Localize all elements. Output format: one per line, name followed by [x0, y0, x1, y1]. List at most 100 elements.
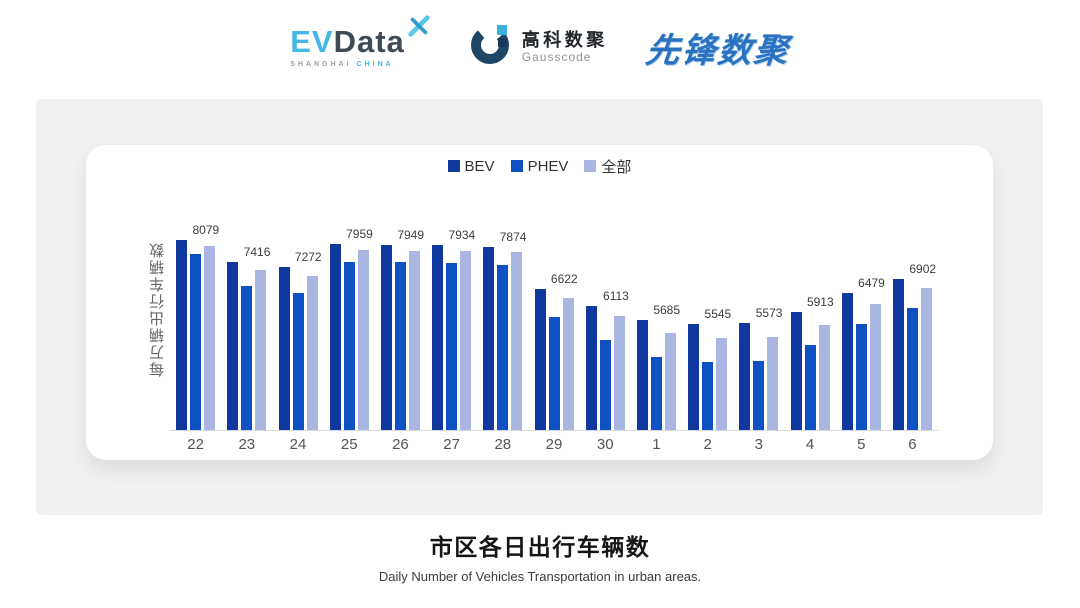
- bar-value-label: 8079: [192, 223, 220, 237]
- bar-bev: [841, 293, 853, 430]
- bar-group: 7959: [324, 187, 375, 430]
- x-tick-label: 4: [805, 435, 815, 453]
- bar-group: 7949: [375, 187, 426, 430]
- bar-value-label: 6479: [858, 276, 885, 290]
- evdata-data-text: Data: [333, 24, 405, 59]
- chart-card: BEV PHEV 全部 每万辆出行车辆数 8079 7416 7272 7959 7949 7…: [86, 145, 993, 460]
- bar-phev: [343, 262, 355, 430]
- bar-phev: [548, 317, 560, 430]
- bar-全部: [511, 252, 523, 430]
- bar-phev: [650, 357, 662, 430]
- bar-phev: [497, 265, 509, 430]
- x-tick-label: 5: [857, 435, 866, 453]
- chart-panel: BEV PHEV 全部 每万辆出行车辆数 8079 7416 7272 7959 7949 7…: [36, 99, 1043, 515]
- chart-subtitle: Daily Number of Vehicles Transportation …: [378, 569, 702, 584]
- bar-bev: [227, 262, 239, 430]
- bar-group: 5913: [784, 187, 835, 430]
- y-axis-label: 每万辆出行车辆数: [149, 241, 166, 377]
- bar-全部: [255, 270, 267, 430]
- bar-value-label: 5573: [755, 306, 783, 320]
- x-tick-label: 27: [443, 435, 460, 453]
- evdata-subtext-left: SHANGHAI: [290, 61, 352, 68]
- bar-group: 6479: [836, 187, 887, 430]
- x-axis-labels: 22 23 24 25 26 27 28 29 30 1 2 3 4 5 6: [170, 431, 938, 457]
- bar-bev: [892, 279, 904, 430]
- bar-全部: [306, 276, 318, 430]
- x-tick-label: 6: [908, 435, 917, 453]
- x-tick-label: 2: [703, 435, 712, 453]
- bar-group: 7874: [477, 187, 528, 430]
- bar-phev: [241, 286, 253, 430]
- bar-group: 6902: [887, 187, 938, 430]
- header: EV Data SHANGHAI CHINA 高科数聚 Gausscode: [0, 12, 1080, 82]
- x-tick-label: 1: [652, 435, 661, 453]
- bar-bev: [739, 323, 751, 430]
- bar-bev: [483, 247, 495, 430]
- bar-全部: [716, 338, 728, 430]
- gausscode-name-en: Gausscode: [521, 50, 592, 65]
- gausscode-logo: 高科数聚 Gausscode: [467, 22, 608, 73]
- evdata-x-icon: [407, 12, 431, 43]
- legend-item-全部[interactable]: 全部: [584, 156, 631, 177]
- evdata-wordmark: EV Data: [290, 15, 430, 59]
- bar-bev: [585, 306, 597, 430]
- bar-phev: [292, 293, 304, 430]
- x-tick-label: 28: [494, 435, 512, 453]
- bar-全部: [818, 325, 830, 430]
- bar-bev: [432, 245, 444, 430]
- bar-bev: [176, 240, 188, 430]
- bar-group: 6622: [528, 187, 579, 430]
- bar-全部: [408, 251, 420, 430]
- x-tick-label: 25: [340, 435, 358, 453]
- bar-phev: [446, 263, 458, 430]
- bar-group: 5545: [682, 187, 733, 430]
- legend-item-phev[interactable]: PHEV: [510, 158, 568, 175]
- gausscode-text: 高科数聚 Gausscode: [522, 30, 608, 65]
- x-tick-label: 23: [238, 435, 256, 453]
- bar-全部: [613, 316, 625, 430]
- bar-value-label: 7949: [397, 228, 425, 242]
- plot-area: 8079 7416 7272 7959 7949 7934 7874 6622 6113 5685…: [170, 187, 938, 431]
- bar-value-label: 5685: [653, 303, 681, 317]
- bar-全部: [460, 251, 472, 430]
- bar-group: 5685: [631, 187, 682, 430]
- xianfeng-logo: 先锋数聚: [643, 31, 792, 70]
- bar-全部: [357, 250, 369, 430]
- bar-phev: [906, 308, 918, 430]
- bar-phev: [702, 362, 714, 430]
- bar-全部: [664, 333, 676, 430]
- bar-value-label: 7416: [243, 245, 271, 259]
- bar-bev: [278, 267, 290, 430]
- bar-bev: [380, 245, 392, 430]
- x-tick-label: 3: [754, 435, 763, 453]
- x-tick-label: 26: [392, 435, 409, 453]
- bar-phev: [599, 340, 611, 430]
- gausscode-g-icon: [467, 22, 513, 73]
- bar-全部: [562, 298, 574, 430]
- bar-value-label: 6902: [909, 262, 937, 276]
- legend-swatch: [447, 160, 460, 172]
- bar-value-label: 6622: [550, 272, 578, 286]
- bar-phev: [394, 262, 406, 430]
- bar-全部: [204, 246, 216, 430]
- bar-phev: [855, 324, 867, 430]
- bar-bev: [790, 312, 802, 430]
- evdata-subtext: SHANGHAI CHINA: [290, 61, 393, 68]
- bar-全部: [767, 337, 779, 430]
- bar-bev: [636, 320, 648, 430]
- x-tick-label: 22: [187, 435, 204, 453]
- legend: BEV PHEV 全部: [86, 156, 993, 177]
- legend-swatch: [510, 160, 523, 172]
- bar-value-label: 7934: [448, 228, 476, 242]
- bar-phev: [190, 254, 202, 430]
- bar-phev: [753, 361, 765, 430]
- bar-bev: [688, 324, 700, 430]
- plot-column: 8079 7416 7272 7959 7949 7934 7874 6622 6113 5685…: [170, 187, 993, 457]
- bar-group: 8079: [170, 187, 221, 430]
- legend-item-bev[interactable]: BEV: [447, 158, 495, 175]
- bar-bev: [329, 244, 341, 430]
- bar-group: 7416: [221, 187, 272, 430]
- bar-group: 7934: [426, 187, 477, 430]
- evdata-subtext-right: CHINA: [356, 61, 394, 68]
- bar-group: 5573: [733, 187, 784, 430]
